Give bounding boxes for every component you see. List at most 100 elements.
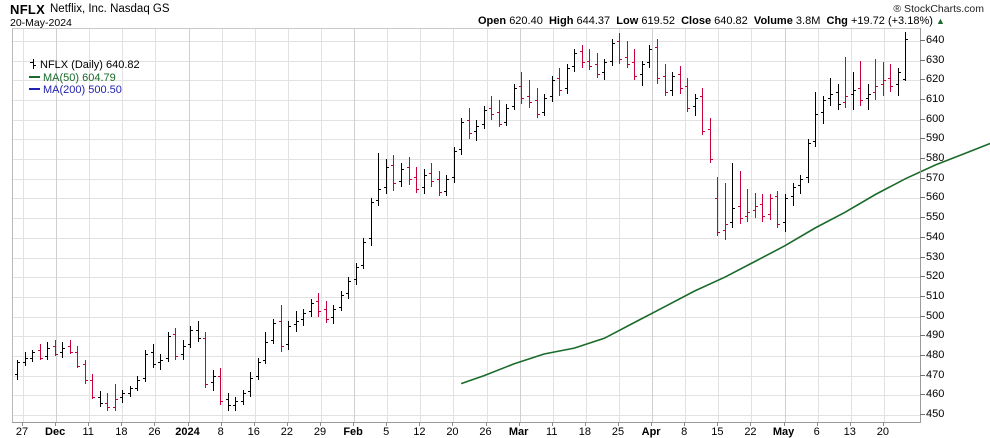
bar-open-tick [218,375,222,377]
bar-high-low [672,72,674,96]
bar-high-low [227,393,229,412]
ohlc-bar [173,328,179,360]
bar-open-tick [639,74,643,76]
ohlc-bar [542,94,548,116]
company-name: Netflix, Inc. Nasdaq GS [50,3,170,15]
ohlc-bar [105,393,111,412]
y-axis-label: 640 [926,33,945,46]
ohlc-bar [218,367,224,406]
bar-close-tick [160,359,164,361]
ohlc-icon [29,59,38,69]
y-axis-label: 470 [926,368,945,381]
bar-high-low [152,344,154,368]
bar-close-tick [611,42,615,44]
bar-open-tick [745,216,749,218]
ohlc-bar [805,139,811,183]
ohlc-bar [481,105,487,130]
y-axis-tick [920,158,925,160]
ohlc-bar [353,263,359,286]
bar-close-tick [24,357,28,359]
legend-item-price: NFLX (Daily) 640.82 [29,59,140,72]
bar-open-tick [346,292,350,294]
y-axis-tick [920,355,925,357]
ohlc-bar [880,62,886,96]
bar-open-tick [436,178,440,180]
bar-open-tick [233,405,237,407]
bar-high-low [717,176,719,236]
ohlc-bar [579,44,585,69]
ohlc-bar [692,94,698,116]
bar-close-tick [288,326,292,328]
bar-open-tick [481,123,485,125]
gridline-h [13,395,921,397]
x-axis-tick [88,422,90,426]
bar-close-tick [363,241,367,243]
bar-close-tick [355,267,359,269]
bar-high-low [732,162,734,228]
change-up-arrow-icon: ▲ [935,16,945,26]
bar-close-tick [724,224,728,226]
x-axis-label: May [772,426,795,438]
ohlc-bar [617,32,623,65]
ohlc-bar [376,153,382,207]
ohlc-bar [143,350,148,382]
x-axis-tick [220,422,222,426]
bar-open-tick [414,176,418,178]
bar-high-low [446,174,448,197]
x-axis-tick [286,422,288,426]
gridline-h [13,159,921,161]
bar-high-low [175,328,177,360]
bar-open-tick [880,84,884,86]
ohlc-bar [677,66,683,94]
bar-close-tick [536,113,540,115]
bar-high-low [92,373,94,400]
bar-high-low [145,350,146,382]
chart-date: 20-May-2024 [10,17,72,29]
bar-close-tick [754,206,758,208]
bar-open-tick [60,352,64,354]
bar-open-tick [203,338,207,340]
bar-open-tick [873,92,877,94]
chg-label: Chg [826,15,848,27]
ohlc-bar [685,78,691,112]
ohlc-bar [895,68,901,96]
bar-high-low [288,320,290,351]
y-axis-tick [920,118,925,120]
bar-close-tick [114,399,118,401]
ma200-swatch-icon [29,88,40,91]
bar-close-tick [370,202,374,204]
bar-high-low [777,190,779,228]
bar-close-tick [378,188,382,190]
y-axis-label: 570 [926,171,945,184]
bar-close-tick [99,403,103,405]
x-axis-tick [750,422,752,426]
x-axis-label: 8 [217,426,224,438]
bar-close-tick [732,208,736,210]
ohlc-bar [737,170,743,225]
bar-close-tick [137,379,141,381]
ohlc-bar [647,44,653,69]
ohlc-bar [195,320,201,343]
bar-close-tick [54,354,58,356]
high-value: 644.37 [576,15,611,27]
ohlc-bar [519,72,525,104]
bar-close-tick [175,356,179,358]
bar-high-low [325,300,327,323]
ohlc-bar [346,277,352,299]
ohlc-bar [97,391,103,408]
ohlc-bar [429,162,435,187]
bar-open-tick [685,86,689,88]
bar-close-tick [815,113,819,115]
bar-close-tick [657,78,660,80]
bar-close-tick [483,109,487,111]
x-axis-label: 2024 [175,426,200,438]
ohlc-bar [850,72,856,110]
bar-high-low [521,72,523,104]
bar-close-tick [318,310,322,312]
price-chart-plot-area[interactable]: NFLX (Daily) 640.82 MA(50) 604.79 MA(200… [12,28,990,423]
ohlc-bar [594,52,600,79]
bar-high-low [476,119,478,142]
moving-average-lines [460,142,990,385]
bar-close-tick [235,401,239,403]
ohlc-bar [90,373,96,400]
